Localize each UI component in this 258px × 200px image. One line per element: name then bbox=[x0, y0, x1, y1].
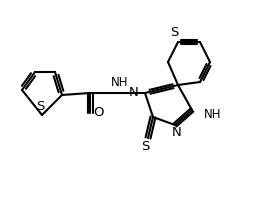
Text: NH: NH bbox=[204, 108, 222, 121]
Text: NH: NH bbox=[111, 76, 129, 90]
Text: N: N bbox=[172, 126, 182, 138]
Text: S: S bbox=[36, 100, 44, 114]
Text: S: S bbox=[141, 140, 149, 152]
Text: O: O bbox=[93, 106, 103, 119]
Text: S: S bbox=[170, 25, 178, 38]
Text: N: N bbox=[128, 86, 138, 99]
